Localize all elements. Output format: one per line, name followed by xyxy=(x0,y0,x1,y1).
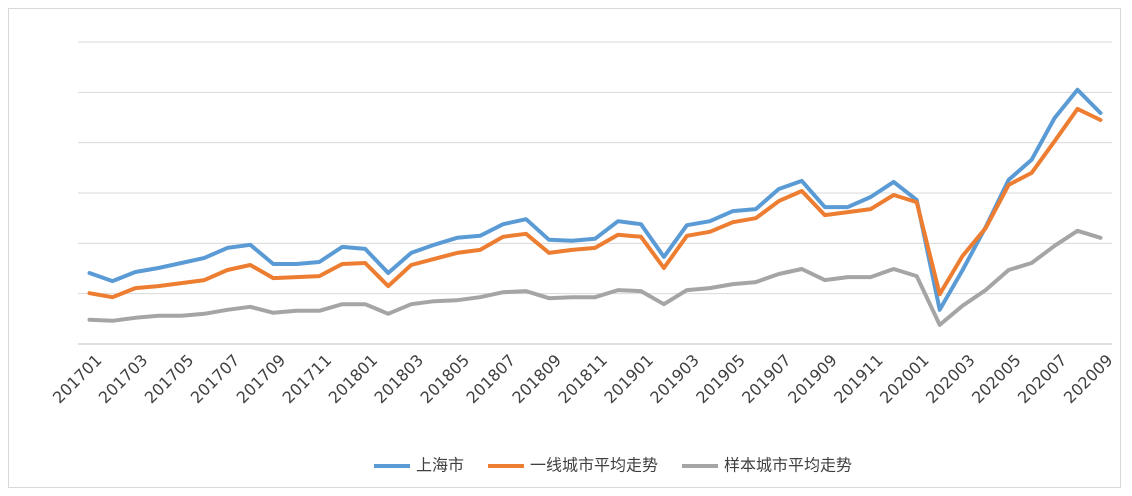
series-line xyxy=(87,87,1103,312)
legend-label: 上海市 xyxy=(416,456,464,475)
series-line xyxy=(87,228,1103,327)
legend-label: 样本城市平均走势 xyxy=(724,456,852,475)
chart-frame xyxy=(8,8,1121,488)
legend: 上海市 一线城市平均走势 样本城市平均走势 xyxy=(374,456,852,475)
series-line xyxy=(87,106,1103,300)
legend-label: 一线城市平均走势 xyxy=(530,456,658,475)
